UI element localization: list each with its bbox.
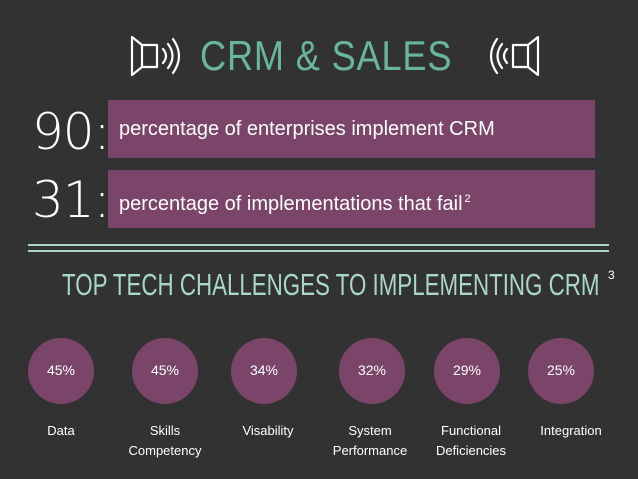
challenge-label: Skills Competency [128,423,202,458]
percent-circle: 45% [28,338,94,404]
challenge-label: System Performance [332,423,408,458]
megaphone-icon [130,35,181,77]
percent-circle: 25% [528,338,594,404]
challenge-label: Data [47,423,75,438]
percent-circle: 29% [434,338,500,404]
percent-circle: 34% [231,338,297,404]
percent-circle: 45% [132,338,198,404]
stat-number: 31: [32,171,110,229]
challenge-label: Visability [242,423,294,438]
stat-text: percentage of enterprises implement CRM [119,118,495,140]
percent-circle: 32% [339,338,405,404]
footnote-marker: 2 [464,193,471,205]
section-heading: TOP TECH CHALLENGES TO IMPLEMENTING CRM [62,267,600,302]
stat-number: 90: [32,103,110,161]
divider [28,250,609,252]
footnote-marker: 3 [608,268,615,282]
stat-bar: percentage of enterprises implement CRM [108,100,595,158]
page-title: CRM & SALES [200,32,453,79]
megaphone-icon [489,35,540,77]
title-row: CRM & SALES [0,28,638,84]
stat-text: percentage of implementations that fail [119,193,463,215]
divider [28,244,609,246]
challenge-label: Integration [540,423,602,438]
stat-bar: percentage of implementations that fail 2 [108,170,595,228]
challenge-label: Functional Deficiencies [435,423,507,458]
